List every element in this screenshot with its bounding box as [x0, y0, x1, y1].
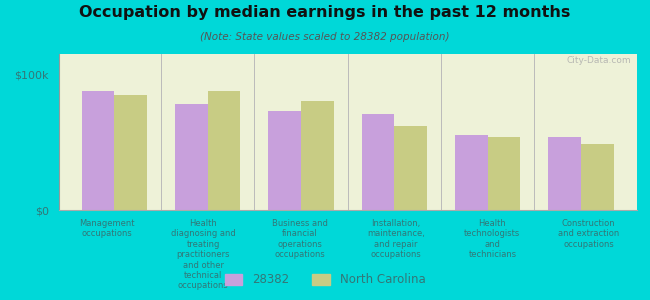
Text: Occupation by median earnings in the past 12 months: Occupation by median earnings in the pas…: [79, 4, 571, 20]
Text: (Note: State values scaled to 28382 population): (Note: State values scaled to 28382 popu…: [200, 32, 450, 41]
Text: Construction
and extraction
occupations: Construction and extraction occupations: [558, 219, 619, 249]
Text: Installation,
maintenance,
and repair
occupations: Installation, maintenance, and repair oc…: [367, 219, 425, 259]
Bar: [82, 91, 114, 210]
Text: Management
occupations: Management occupations: [79, 219, 135, 239]
Bar: [208, 91, 240, 210]
Bar: [301, 101, 333, 210]
Bar: [488, 137, 521, 210]
Bar: [114, 95, 147, 210]
Bar: [362, 114, 395, 210]
Bar: [175, 104, 208, 210]
Bar: [581, 143, 614, 210]
Legend: 28382, North Carolina: 28382, North Carolina: [220, 269, 430, 291]
Text: Health
diagnosing and
treating
practitioners
and other
technical
occupations: Health diagnosing and treating practitio…: [171, 219, 235, 290]
Bar: [395, 126, 427, 210]
Bar: [268, 111, 301, 210]
Text: Health
technologists
and
technicians: Health technologists and technicians: [464, 219, 521, 259]
Bar: [549, 137, 581, 210]
Bar: [455, 135, 488, 210]
Text: City-Data.com: City-Data.com: [567, 56, 631, 64]
Text: Business and
financial
operations
occupations: Business and financial operations occupa…: [272, 219, 328, 259]
